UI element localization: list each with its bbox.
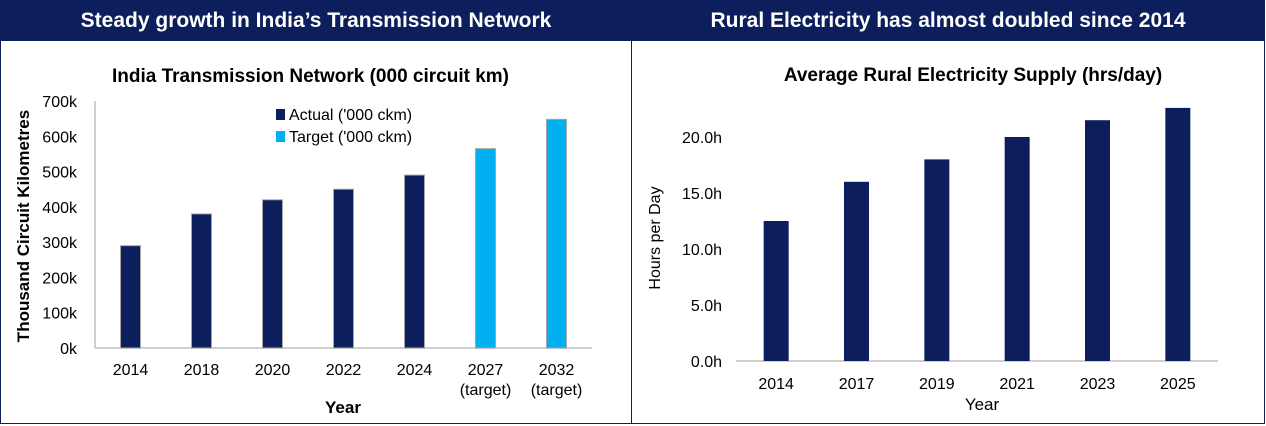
bar-2021 (1004, 137, 1030, 361)
rural-electricity-banner: Rural Electricity has almost doubled sin… (632, 1, 1264, 41)
x-tick-label: 2032 (539, 362, 575, 379)
x-tick-label: (target) (531, 382, 583, 399)
bar-2019 (924, 159, 950, 361)
x-tick-label: 2018 (184, 362, 220, 379)
legend-swatch (276, 131, 285, 142)
bar-2032-target (546, 118, 567, 349)
x-tick-label: 2023 (1080, 376, 1116, 393)
y-tick-label: 10.0h (682, 242, 722, 259)
y-tick-label: 15.0h (682, 186, 722, 203)
bar-2014 (763, 221, 789, 361)
bar-2018 (191, 213, 212, 349)
x-tick-label: 2014 (758, 376, 794, 393)
chart-title: Average Rural Electricity Supply (hrs/da… (784, 65, 1162, 86)
y-tick-label: 0.0h (691, 354, 722, 371)
y-tick-label: 5.0h (691, 298, 722, 315)
x-tick-label: (target) (460, 382, 512, 399)
bar-2022 (333, 188, 354, 349)
bar-2023 (1085, 120, 1110, 361)
y-axis-title: Thousand Circuit Kilometres (14, 110, 33, 342)
x-tick-label: 2021 (999, 376, 1035, 393)
y-tick-label: 0k (60, 341, 78, 358)
x-tick-label: 2020 (255, 362, 291, 379)
bar-2027-target (475, 148, 496, 349)
legend-label: Target ('000 ckm) (289, 129, 412, 146)
y-tick-label: 700k (42, 94, 78, 111)
x-tick-label: 2017 (839, 376, 875, 393)
x-tick-label: 2022 (326, 362, 362, 379)
y-tick-label: 100k (42, 306, 78, 323)
x-tick-label: 2019 (919, 376, 955, 393)
x-tick-label: 2027 (468, 362, 504, 379)
x-axis-title: Year (325, 398, 361, 417)
bar-2017 (844, 181, 869, 361)
bar-2024 (404, 174, 425, 349)
chart-title: India Transmission Network (000 circuit … (112, 66, 509, 87)
transmission-banner: Steady growth in India’s Transmission Ne… (1, 1, 631, 41)
y-tick-label: 400k (42, 200, 78, 217)
y-tick-label: 500k (42, 165, 78, 182)
bar-2014 (120, 245, 141, 349)
y-axis-title: Hours per Day (647, 186, 664, 289)
x-tick-label: 2025 (1160, 376, 1196, 393)
legend-swatch (276, 109, 285, 120)
rural-electricity-chart: Average Rural Electricity Supply (hrs/da… (647, 65, 1218, 414)
x-axis-title: Year (965, 395, 1000, 414)
bar-2025 (1165, 107, 1191, 361)
legend-label: Actual ('000 ckm) (289, 107, 412, 124)
y-tick-label: 20.0h (682, 130, 722, 147)
transmission-chart: India Transmission Network (000 circuit … (14, 66, 592, 417)
y-tick-label: 300k (42, 235, 78, 252)
transmission-panel: Steady growth in India’s Transmission Ne… (0, 0, 632, 424)
x-tick-label: 2024 (397, 362, 433, 379)
rural-electricity-panel: Rural Electricity has almost doubled sin… (632, 0, 1265, 424)
bar-2020 (262, 199, 283, 349)
y-tick-label: 600k (42, 129, 78, 146)
x-tick-label: 2014 (113, 362, 149, 379)
y-tick-label: 200k (42, 270, 78, 287)
